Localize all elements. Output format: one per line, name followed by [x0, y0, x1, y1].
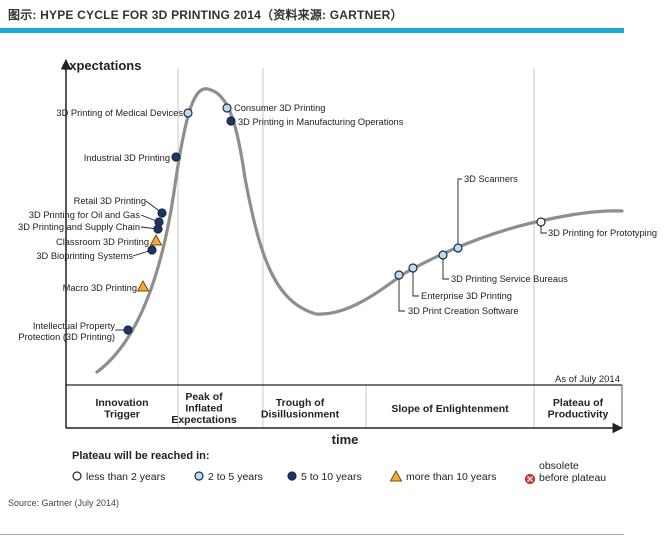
technology-label: 3D Printing in Manufacturing Operations — [238, 117, 404, 127]
x-axis-label: time — [332, 432, 359, 447]
technology-marker — [183, 108, 193, 118]
leader-line — [442, 255, 449, 280]
technology-label: 3D Scanners — [464, 174, 518, 184]
hype-curve — [95, 87, 624, 374]
technology-marker — [149, 233, 163, 246]
technology-marker — [226, 116, 236, 126]
legend-title: Plateau will be reached in: — [72, 450, 210, 462]
technology-marker — [536, 217, 546, 227]
technology-label: Macro 3D Printing — [63, 283, 137, 293]
legend-label: before plateau — [539, 472, 606, 484]
phase-label: Productivity — [548, 409, 609, 421]
technology-label: Protection (3D Printing) — [18, 332, 115, 342]
phase-label: Slope of Enlightenment — [391, 403, 509, 415]
legend-marker — [72, 471, 82, 481]
technology-label: Consumer 3D Printing — [234, 103, 325, 113]
legend-label: more than 10 years — [406, 471, 496, 483]
leader-line — [457, 178, 462, 248]
phase-label: Plateau of — [553, 397, 604, 409]
legend-label: less than 2 years — [86, 471, 165, 483]
technology-marker — [222, 103, 232, 113]
bottom-rule — [0, 534, 624, 535]
phase-label: Innovation — [95, 397, 148, 409]
technology-marker — [453, 243, 463, 253]
technology-marker — [394, 270, 404, 280]
technology-label: Industrial 3D Printing — [84, 153, 170, 163]
legend-label: 2 to 5 years — [208, 471, 263, 483]
technology-label: 3D Printing and Supply Chain — [18, 222, 140, 232]
leader-line — [412, 268, 419, 297]
technology-marker — [171, 152, 181, 162]
obsolete-cross — [527, 476, 533, 482]
y-axis-label: expectations — [62, 58, 141, 73]
page-title: 图示: HYPE CYCLE FOR 3D PRINTING 2014（资料来源… — [8, 8, 403, 22]
phase-label: Peak of — [185, 391, 223, 403]
technology-label: Intellectual Property — [33, 321, 116, 331]
legend-marker — [194, 471, 204, 481]
technology-label: 3D Printing Service Bureaus — [451, 274, 568, 284]
technology-label: Retail 3D Printing — [74, 196, 146, 206]
technology-label: 3D Printing for Oil and Gas — [29, 210, 140, 220]
legend-label: obsolete — [539, 460, 579, 472]
legend-marker — [525, 474, 535, 484]
as-of-label: As of July 2014 — [555, 374, 620, 385]
technology-marker — [438, 250, 448, 260]
phase-label: Inflated — [185, 403, 222, 415]
technology-marker — [408, 263, 418, 273]
technology-marker — [153, 224, 163, 234]
technology-marker — [123, 325, 133, 335]
technology-label: 3D Printing of Medical Devices — [56, 108, 183, 118]
source-note: Source: Gartner (July 2014) — [8, 498, 120, 508]
technology-label: Enterprise 3D Printing — [421, 291, 512, 301]
phase-label: Disillusionment — [261, 409, 340, 421]
technology-marker — [147, 245, 157, 255]
technology-label: 3D Print Creation Software — [408, 306, 519, 316]
technology-marker — [136, 279, 150, 292]
phase-label: Trigger — [104, 409, 140, 421]
legend-marker — [389, 469, 403, 482]
technology-marker — [157, 208, 167, 218]
title-rule — [0, 28, 624, 33]
legend-marker — [287, 471, 297, 481]
technology-label: 3D Printing for Prototyping — [548, 228, 657, 238]
legend-label: 5 to 10 years — [301, 471, 362, 483]
phase-label: Trough of — [276, 397, 325, 409]
technology-label: Classroom 3D Printing — [56, 237, 149, 247]
technology-label: 3D Bioprinting Systems — [36, 251, 133, 261]
phase-label: Expectations — [171, 414, 237, 426]
leader-line — [398, 275, 405, 312]
